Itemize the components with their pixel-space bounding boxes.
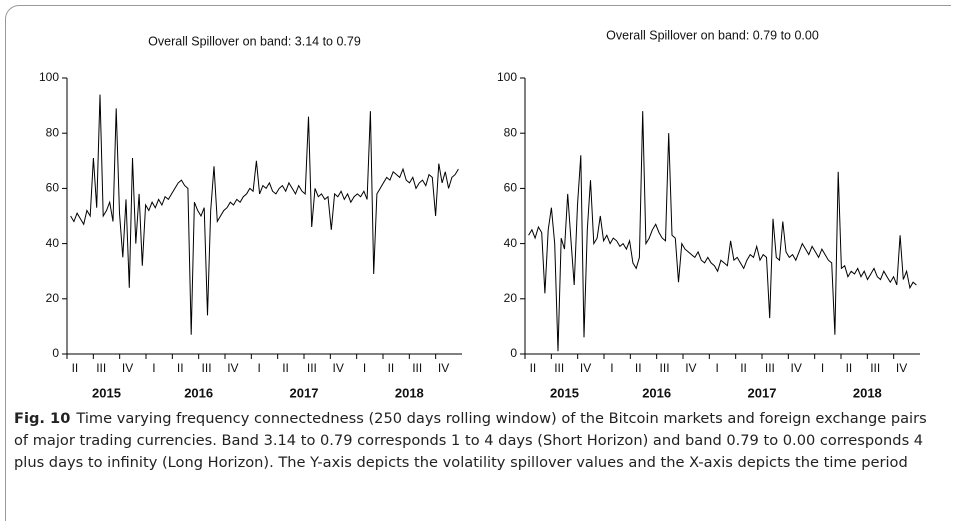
y-tick-label: 0 [510, 346, 517, 360]
x-tick-label: I [821, 361, 824, 375]
y-tick-label: 100 [39, 70, 59, 84]
y-tick-label: 20 [504, 291, 518, 305]
line-series [528, 111, 917, 352]
year-label: 2018 [853, 385, 882, 400]
figure: Overall Spillover on band: 3.14 to 0.79 0… [39, 28, 920, 400]
x-tick-label: IV [122, 361, 133, 375]
x-tick-label: I [363, 361, 366, 375]
x-tick-label: IV [333, 361, 344, 375]
y-tick-label: 0 [52, 346, 59, 360]
caption-text: Time varying frequency connectedness (25… [14, 410, 927, 471]
x-tick-label: II [635, 361, 642, 375]
x-tick-label: III [870, 361, 880, 375]
x-tick-label: II [388, 361, 395, 375]
x-tick-label: II [846, 361, 853, 375]
x-tick-label: I [716, 361, 719, 375]
y-tick-label: 20 [46, 291, 60, 305]
year-label: 2015 [550, 385, 579, 400]
line-series [70, 94, 459, 335]
year-label: 2018 [395, 385, 424, 400]
year-label: 2017 [748, 385, 777, 400]
x-tick-label: I [258, 361, 261, 375]
x-tick-label: I [152, 361, 155, 375]
x-tick-label: I [610, 361, 613, 375]
x-tick-label: III [202, 361, 212, 375]
x-tick-label: III [96, 361, 106, 375]
x-tick-label: II [740, 361, 747, 375]
x-tick-label: IV [227, 361, 238, 375]
x-tick-label: IV [438, 361, 449, 375]
x-tick-label: III [554, 361, 564, 375]
y-tick-label: 100 [497, 70, 517, 84]
year-label: 2017 [290, 385, 319, 400]
chart-title: Overall Spillover on band: 3.14 to 0.79 [148, 34, 361, 48]
x-tick-label: II [177, 361, 184, 375]
x-tick-label: II [282, 361, 289, 375]
x-tick-label: II [530, 361, 537, 375]
y-tick-label: 60 [46, 181, 60, 195]
y-tick-label: 80 [504, 125, 518, 139]
y-tick-label: 40 [46, 236, 60, 250]
year-label: 2016 [642, 385, 671, 400]
chart-title: Overall Spillover on band: 0.79 to 0.00 [606, 28, 819, 42]
y-tick-label: 60 [504, 181, 518, 195]
x-tick-label: III [412, 361, 422, 375]
x-tick-label: IV [580, 361, 591, 375]
x-tick-label: IV [791, 361, 802, 375]
y-tick-label: 80 [46, 125, 60, 139]
x-tick-label: III [765, 361, 775, 375]
year-label: 2016 [184, 385, 213, 400]
x-tick-label: III [660, 361, 670, 375]
year-label: 2015 [92, 385, 121, 400]
x-tick-label: IV [896, 361, 907, 375]
x-tick-label: III [307, 361, 317, 375]
caption-label: Fig. 10 [14, 410, 71, 427]
x-tick-label: II [72, 361, 79, 375]
figure-frame [5, 5, 951, 521]
y-tick-label: 40 [504, 236, 518, 250]
caption: Fig. 10 Time varying frequency connectedn… [14, 408, 944, 474]
x-tick-label: IV [685, 361, 696, 375]
